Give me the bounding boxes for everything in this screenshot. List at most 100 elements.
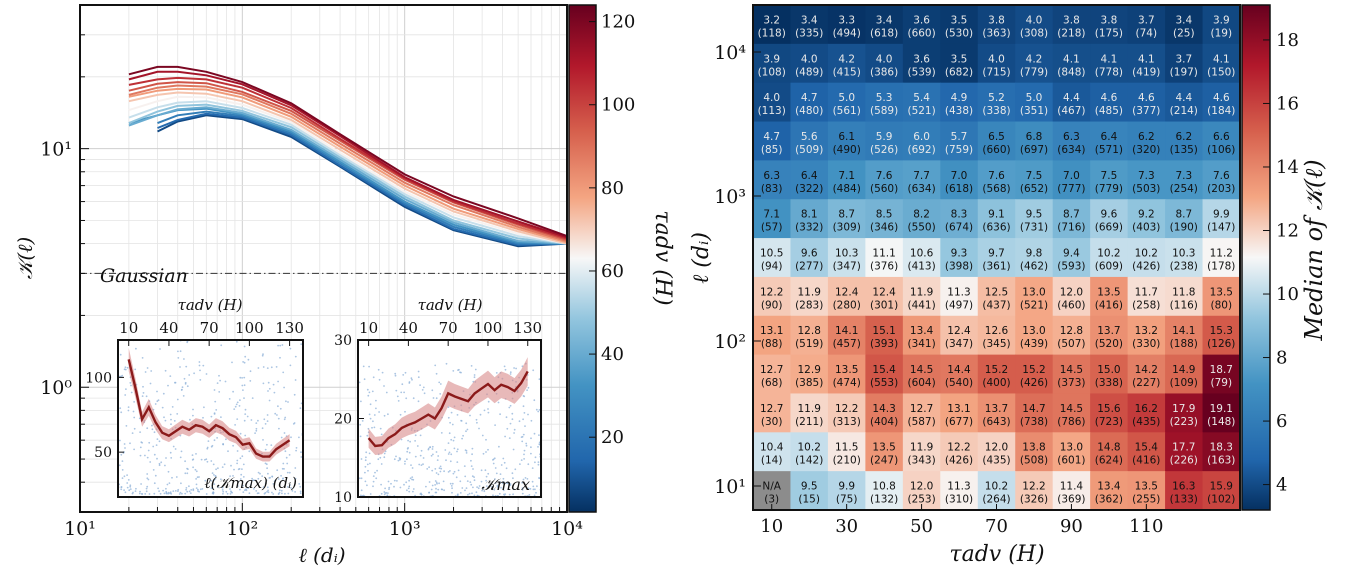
heatmap-cell-count: (163) <box>1207 455 1235 467</box>
inset-scatter-point <box>218 374 220 377</box>
inset-scatter-point <box>140 483 143 485</box>
heatmap-cell-count: (258) <box>1132 299 1160 311</box>
inset-scatter-point <box>175 476 178 478</box>
heatmap-cell <box>1052 471 1091 511</box>
inset-scatter-point <box>225 438 227 441</box>
inset-scatter-point <box>431 389 434 392</box>
inset-scatter-point <box>467 493 469 496</box>
heatmap-cell-median: 5.2 <box>988 92 1005 104</box>
heatmap-cell <box>1052 160 1091 200</box>
inset-scatter-point <box>497 401 500 404</box>
heatmap-cell-count: (393) <box>870 338 898 350</box>
heatmap-cell <box>827 432 866 472</box>
inset-scatter-point <box>232 444 235 447</box>
inset-scatter-point <box>414 440 416 442</box>
heatmap-cell-median: 9.8 <box>1026 248 1043 260</box>
heatmap-cell <box>753 43 791 84</box>
inset-scatter-point <box>124 368 127 371</box>
inset-scale-x-label: τadv (H) <box>178 296 243 314</box>
inset-x-tick-label: 130 <box>513 319 542 337</box>
heatmap-cell-count: (148) <box>1207 416 1235 428</box>
inset-scatter-point <box>383 493 386 496</box>
inset-scatter-point <box>195 478 198 480</box>
inset-scatter-point <box>278 427 280 430</box>
heatmap-cell-median: 3.2 <box>763 14 780 26</box>
inset-scatter-point <box>439 383 442 385</box>
inset-confidence-band <box>368 357 528 455</box>
inset-scatter-point <box>379 427 382 430</box>
inset-scatter-point <box>195 453 197 455</box>
inset-scatter-point <box>149 461 152 463</box>
inset-scatter-point <box>360 477 363 480</box>
inset-scatter-point <box>159 348 161 350</box>
inset-scatter-point <box>212 491 215 494</box>
inset-scatter-point <box>366 434 369 437</box>
heatmap-cell-median: 3.7 <box>1175 53 1192 65</box>
inset-scatter-point <box>499 481 501 483</box>
inset-scatter-point <box>257 419 259 422</box>
inset-scatter-point <box>277 405 279 408</box>
inset-scatter-point <box>145 395 148 398</box>
heatmap-cell <box>902 199 941 239</box>
heatmap-cell <box>1015 121 1054 161</box>
heatmap-cell <box>940 5 979 45</box>
inset-scatter-point <box>364 459 367 462</box>
inset-scatter-point <box>277 417 280 420</box>
inset-scatter-point <box>508 406 511 409</box>
inset-scatter-point <box>289 347 292 350</box>
heatmap-cell-median: 11.9 <box>910 286 933 298</box>
heatmap-cell-count: (550) <box>907 222 935 234</box>
inset-scatter-point <box>141 441 144 444</box>
heatmap-cell <box>1165 471 1204 511</box>
heatmap-cell-count: (109) <box>1170 377 1198 389</box>
heatmap-cell <box>977 471 1016 511</box>
heatmap-cell-count: (848) <box>1057 66 1085 78</box>
heatmap-cell-median: 11.3 <box>947 286 970 298</box>
inset-scatter-point <box>359 423 362 426</box>
inset-scatter-point <box>480 469 483 472</box>
inset-scatter-point <box>498 492 501 495</box>
heatmap-cell-count: (484) <box>833 183 861 195</box>
inset-scatter-point <box>385 391 388 394</box>
heatmap-cell <box>1127 393 1166 433</box>
inset-scatter-point <box>192 466 195 469</box>
inset-scatter-point <box>435 487 437 490</box>
inset-scatter-point <box>156 457 158 460</box>
heatmap-cell-median: 7.6 <box>988 170 1005 182</box>
inset-scatter-point <box>428 481 431 483</box>
inset-scatter-point <box>417 376 420 379</box>
heatmap-cell-count: (540) <box>945 377 973 389</box>
heatmap-cell-count: (197) <box>1170 66 1198 78</box>
heatmap-x-tick-label: 30 <box>835 516 858 537</box>
inset-scatter-point <box>153 431 156 434</box>
heatmap-cell-count: (413) <box>907 261 935 273</box>
heatmap-cell-count: (346) <box>870 222 898 234</box>
inset-scatter-point <box>285 400 287 403</box>
heatmap-cell-median: 15.4 <box>1135 442 1159 454</box>
inset-scatter-point <box>299 490 302 493</box>
inset-scatter-point <box>232 475 234 477</box>
inset-scatter-point <box>236 450 239 452</box>
inset-scatter-point <box>165 492 168 495</box>
inset-scatter-point <box>513 432 515 434</box>
inset-scatter-point <box>537 463 540 466</box>
heatmap-cell <box>1127 121 1166 161</box>
heatmap-cell-median: 5.6 <box>801 131 818 143</box>
inset-scatter-point <box>408 490 411 493</box>
heatmap-cell <box>1052 43 1091 84</box>
inset-scatter-point <box>236 401 239 404</box>
inset-scatter-point <box>368 391 371 394</box>
heatmap-cell-count: (437) <box>982 299 1010 311</box>
inset-scatter-point <box>282 477 284 480</box>
inset-scatter-point <box>419 384 421 386</box>
inset-scatter-point <box>455 476 458 479</box>
heatmap-cell-median: 7.5 <box>1101 170 1118 182</box>
heatmap-cell-count: (677) <box>945 416 973 428</box>
inset-scatter-point <box>526 478 529 480</box>
heatmap-cell-median: 15.3 <box>1210 325 1233 337</box>
inset-scatter-point <box>235 340 238 343</box>
inset-scatter-point <box>280 436 283 439</box>
heatmap-cell <box>1165 160 1204 200</box>
heatmap-cell-median: 7.7 <box>913 170 930 182</box>
inset-scatter-point <box>267 472 269 475</box>
